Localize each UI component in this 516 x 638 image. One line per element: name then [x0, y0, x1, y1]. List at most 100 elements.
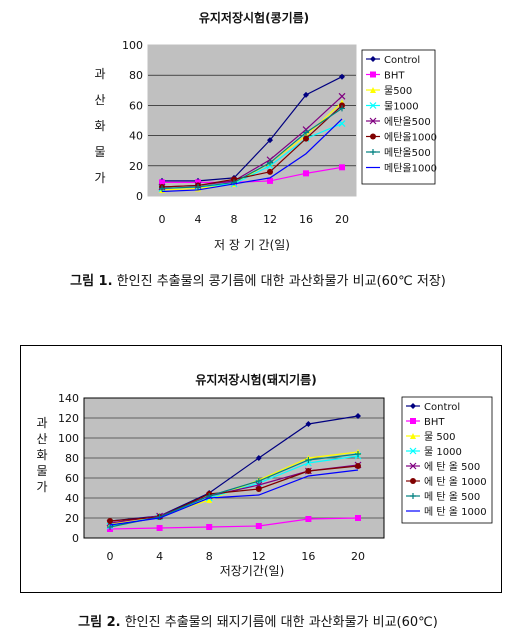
legend-marker [409, 462, 417, 470]
legend-marker [410, 403, 416, 409]
legend-label: Control [424, 402, 460, 413]
y-tick-label: 20 [65, 512, 79, 525]
series-line [162, 166, 343, 184]
y-tick-label: 60 [129, 99, 143, 112]
legend-label: 물 500 [424, 431, 455, 443]
data-point [206, 524, 213, 530]
legend-marker [370, 133, 376, 140]
figure-2-caption-text: 한인진 추출물의 돼지기름에 대한 과산화물가 비교(60℃) [120, 615, 438, 630]
data-point [303, 170, 309, 177]
x-tick-label: 4 [195, 213, 202, 226]
data-point [195, 183, 201, 190]
chart-1: 유지저장시험(콩기름) 0 20 40 60 80 100 0 4 8 12 16 20 저 장 기 간(… [94, 10, 437, 252]
legend-label: BHT [424, 417, 445, 428]
y-tick-label: 0 [136, 190, 143, 203]
legend-label: 메탄올500 [384, 147, 431, 159]
data-point [339, 102, 345, 109]
series-line [109, 517, 359, 530]
data-point [255, 478, 262, 484]
x-tick-label: 4 [156, 550, 163, 563]
x-tick-label: 8 [206, 550, 213, 563]
legend-label: 메탄올1000 [384, 163, 437, 175]
data-point [267, 177, 273, 184]
data-point [355, 413, 361, 419]
x-axis-label: 저장기간(일) [220, 564, 285, 578]
data-point [305, 421, 312, 427]
legend-marker [370, 149, 376, 155]
legend-marker [410, 478, 416, 484]
legend-label: 물500 [384, 85, 412, 97]
y-tick-label: 100 [122, 39, 143, 52]
legend-marker [410, 433, 416, 439]
legend-label: Control [384, 55, 420, 66]
data-point [339, 73, 345, 80]
legend-marker [409, 447, 417, 455]
x-tick-label: 8 [231, 213, 238, 226]
data-point [267, 168, 273, 175]
legend-label: 에 탄 올 500 [424, 461, 480, 473]
figure-1-caption-text: 한인진 추출물의 콩기름에 대한 과산화물가 비교(60℃ 저장) [112, 274, 446, 289]
y-tick-label: 60 [65, 472, 79, 485]
y-tick-label: 20 [129, 160, 143, 173]
y-tick-label: 80 [129, 69, 143, 82]
legend-marker [410, 418, 416, 424]
legend-marker [370, 56, 376, 62]
data-point [355, 515, 361, 521]
chart-2: 유지저장시험(돼지기름) 0 20 40 60 80 100 120 140 0 4 8 12 16 20 저… [36, 372, 493, 578]
series-6 [159, 102, 345, 190]
data-point [267, 159, 273, 166]
x-tick-label: 0 [107, 550, 114, 563]
series-line [161, 104, 343, 188]
data-point [156, 525, 163, 531]
figure-1: 유지저장시험(콩기름) 0 20 40 60 80 100 0 4 8 12 16 20 저 장 기 간(… [0, 0, 516, 295]
figure-2-frame [20, 345, 502, 593]
data-point [159, 179, 165, 186]
legend-label: 에탄올500 [384, 116, 431, 128]
legend-box [361, 49, 436, 185]
legend-label: 메 탄 올 1000 [424, 506, 487, 518]
series-8 [161, 118, 343, 193]
legend-label: 에탄올1000 [384, 132, 437, 144]
x-tick-label: 20 [351, 550, 365, 563]
y-tick-label: 40 [129, 130, 143, 143]
data-point [267, 137, 273, 144]
series-line [162, 76, 343, 182]
data-point [303, 129, 309, 136]
series-line [161, 101, 343, 191]
data-point [305, 468, 312, 474]
data-point [255, 455, 262, 461]
data-point [305, 516, 312, 522]
data-point [339, 164, 345, 171]
legend-marker [369, 117, 377, 125]
series-7 [159, 105, 345, 192]
data-point [255, 523, 262, 529]
legend-marker [370, 71, 376, 78]
x-tick-label: 16 [299, 213, 313, 226]
figure-2: 유지저장시험(돼지기름) 0 20 40 60 80 100 120 140 0 4 8 12 16 20 저… [0, 345, 516, 638]
y-tick-label: 40 [65, 492, 79, 505]
data-point [206, 497, 213, 503]
y-tick-label: 80 [65, 452, 79, 465]
x-tick-label: 12 [252, 550, 266, 563]
legend-label: BHT [384, 71, 405, 82]
chart-title: 유지저장시험(돼지기름) [195, 372, 316, 387]
data-point [195, 179, 201, 186]
data-point [355, 463, 361, 469]
y-tick-label: 0 [72, 532, 79, 545]
data-point [305, 457, 312, 463]
figure-2-caption-label: 그림 2. [78, 615, 121, 630]
data-point [355, 451, 361, 457]
legend-label: 메 탄 올 500 [424, 491, 480, 503]
data-point [159, 185, 165, 192]
figure-1-caption: 그림 1. 한인진 추출물의 콩기름에 대한 과산화물가 비교(60℃ 저장) [0, 270, 516, 289]
figure-1-caption-label: 그림 1. [70, 274, 113, 289]
data-point [338, 92, 346, 100]
data-point [303, 91, 309, 98]
data-point [255, 486, 262, 492]
legend-label: 물 1000 [424, 446, 462, 458]
series-line [161, 107, 343, 190]
legend-box [401, 396, 493, 524]
x-axis-label: 저 장 기 간(일) [214, 238, 290, 252]
